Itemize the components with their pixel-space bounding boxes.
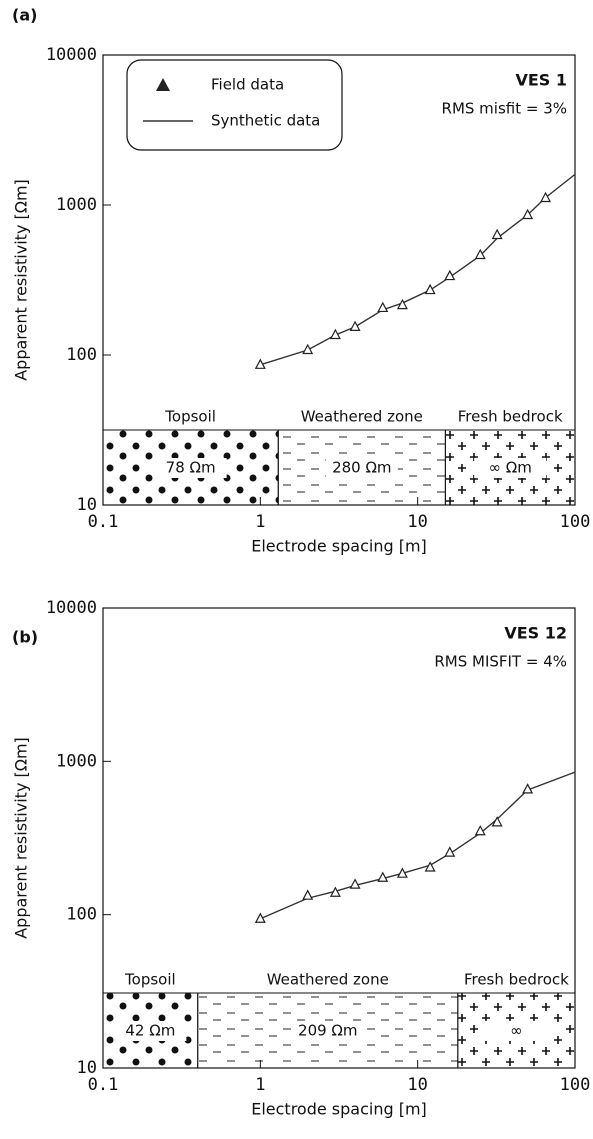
x-axis-label: Electrode spacing [m] <box>251 537 427 556</box>
field-point <box>474 824 486 836</box>
field-point <box>302 889 314 900</box>
panel-label: (b) <box>12 628 38 647</box>
plot-frame <box>102 54 576 506</box>
field-point <box>329 886 341 897</box>
x-tick-label: 1 <box>255 1075 265 1095</box>
chart-title: VES 12 <box>504 624 567 643</box>
field-point <box>424 283 436 295</box>
layer-label-bg <box>291 1021 364 1041</box>
x-tick-label: 10 <box>407 512 427 532</box>
x-tick-label: 100 <box>560 1075 591 1095</box>
field-point <box>396 867 408 878</box>
field-point <box>349 878 361 889</box>
x-axis-label: Electrode spacing [m] <box>251 1100 427 1119</box>
layer-label-bg <box>480 1021 553 1041</box>
field-point <box>444 846 456 857</box>
layer-label-bg <box>474 458 547 478</box>
legend-label: Field data <box>211 76 284 94</box>
y-tick-label: 10000 <box>46 598 97 618</box>
y-tick-label: 1000 <box>56 751 97 771</box>
layer-name: Weathered zone <box>301 408 423 426</box>
field-point <box>444 269 456 281</box>
chart-subtitle: RMS misfit = 3% <box>442 100 567 118</box>
legend-marker <box>156 78 170 91</box>
layer-resistivity: 280 Ωm <box>332 459 391 477</box>
layer-resistivity: 42 Ωm <box>125 1022 175 1040</box>
y-tick-label: 1000 <box>56 195 97 215</box>
x-tick-label: 1 <box>255 512 265 532</box>
field-point <box>424 861 436 872</box>
field-point <box>254 912 266 923</box>
chart-subtitle: RMS MISFIT = 4% <box>434 653 567 671</box>
y-axis-label: Apparent resistivity [Ωm] <box>12 179 31 381</box>
layer-name: Fresh bedrock <box>458 408 563 426</box>
layer-resistivity: 78 Ωm <box>166 459 216 477</box>
legend-box <box>126 59 343 151</box>
synthetic-line <box>260 771 576 920</box>
x-tick-label: 0.1 <box>88 512 119 532</box>
field-point <box>474 248 486 260</box>
x-tick-label: 0.1 <box>88 1075 119 1095</box>
field-point <box>522 783 534 794</box>
synthetic-line <box>260 173 576 366</box>
layer-label-bg <box>325 458 398 478</box>
chart-title: VES 1 <box>515 71 567 90</box>
field-point <box>377 871 389 882</box>
layer-label-bg <box>154 458 227 478</box>
y-tick-label: 10 <box>77 495 97 515</box>
field-point <box>377 301 389 313</box>
field-point <box>396 298 408 310</box>
y-tick-label: 100 <box>66 905 97 925</box>
layer-resistivity: ∞ <box>510 1022 523 1040</box>
field-point <box>540 191 552 203</box>
field-point <box>522 208 534 220</box>
x-tick-label: 10 <box>407 1075 427 1095</box>
legend-label: Synthetic data <box>211 112 320 130</box>
layer-name: Weathered zone <box>267 971 389 989</box>
y-axis-label: Apparent resistivity [Ωm] <box>12 737 31 939</box>
plot-frame <box>102 607 576 1069</box>
layer-resistivity: ∞ Ωm <box>489 459 532 477</box>
y-tick-label: 10000 <box>46 45 97 65</box>
layer-resistivity: 209 Ωm <box>298 1022 357 1040</box>
panel-label: (a) <box>12 6 37 25</box>
field-point <box>491 816 503 827</box>
layer-name: Topsoil <box>164 408 216 426</box>
field-point <box>329 328 341 340</box>
x-tick-label: 100 <box>560 512 591 532</box>
layer-name: Topsoil <box>124 971 176 989</box>
layer-name: Fresh bedrock <box>464 971 569 989</box>
field-point <box>491 228 503 240</box>
field-point <box>349 320 361 331</box>
field-point <box>302 343 314 355</box>
field-point <box>254 358 266 369</box>
y-tick-label: 100 <box>66 345 97 365</box>
layer-label-bg <box>114 1021 187 1041</box>
y-tick-label: 10 <box>77 1058 97 1078</box>
